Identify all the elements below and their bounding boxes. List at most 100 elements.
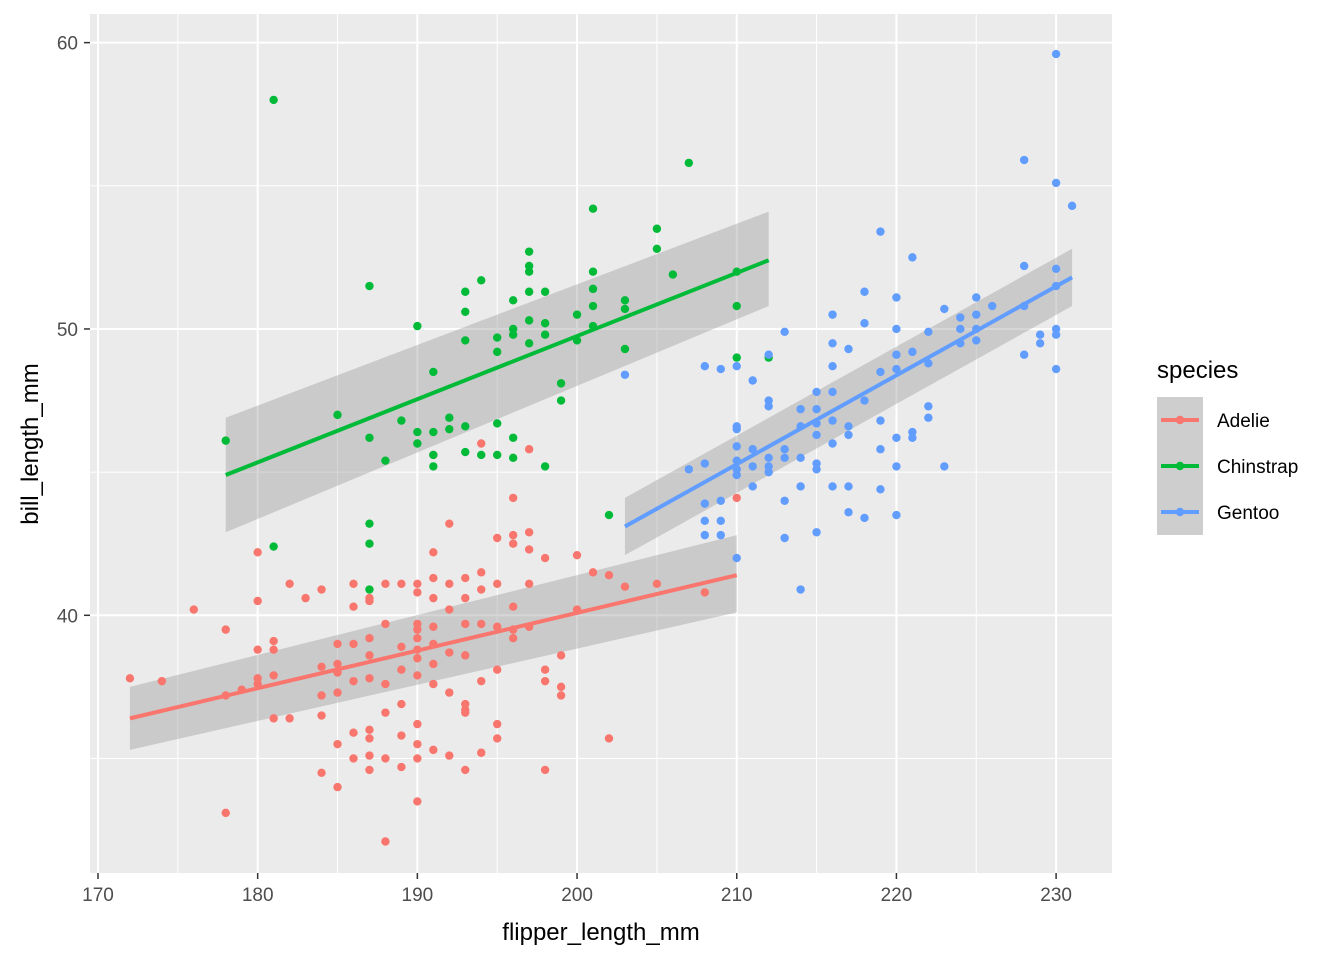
point-chinstrap — [620, 304, 630, 314]
point-gentoo — [780, 445, 789, 454]
point-gentoo — [828, 339, 837, 348]
point-gentoo — [908, 347, 917, 357]
point-adelie — [365, 634, 374, 643]
point-adelie — [445, 519, 454, 528]
point-chinstrap — [620, 344, 630, 354]
point-adelie — [508, 539, 518, 548]
point-gentoo — [844, 422, 853, 431]
point-chinstrap — [221, 436, 230, 445]
point-adelie — [508, 634, 518, 643]
axes: 170 180 190 200 210 220 230 40 50 60 — [57, 34, 1072, 906]
point-gentoo — [844, 344, 853, 354]
point-adelie — [508, 493, 518, 503]
point-gentoo — [892, 433, 901, 442]
point-gentoo — [748, 376, 757, 385]
point-adelie — [413, 739, 422, 749]
x-tick-label: 230 — [1040, 885, 1072, 906]
legend: species Adelie Chinstrap Gentoo — [1157, 357, 1298, 535]
point-adelie — [269, 645, 278, 654]
point-chinstrap — [269, 95, 278, 105]
point-chinstrap — [493, 333, 502, 342]
point-gentoo — [732, 361, 741, 371]
point-gentoo — [924, 402, 933, 411]
point-gentoo — [828, 439, 837, 448]
fit-line-gentoo — [623, 275, 1074, 529]
point-gentoo — [892, 364, 901, 374]
point-chinstrap — [540, 287, 550, 296]
point-gentoo — [796, 404, 805, 414]
point-adelie — [397, 762, 406, 772]
point-chinstrap — [524, 316, 534, 325]
point-gentoo — [812, 465, 821, 474]
point-adelie — [269, 636, 278, 646]
point-gentoo — [876, 485, 885, 494]
point-adelie — [461, 619, 470, 629]
point-gentoo — [908, 433, 917, 442]
point-chinstrap — [604, 510, 614, 520]
point-adelie — [365, 765, 374, 775]
point-adelie — [429, 659, 438, 669]
point-adelie — [381, 619, 390, 629]
fit-lines — [129, 258, 1074, 721]
x-tick-label: 170 — [82, 885, 114, 906]
legend-label-chinstrap: Chinstrap — [1217, 457, 1298, 478]
point-gentoo — [684, 465, 694, 474]
point-gentoo — [940, 304, 949, 314]
point-gentoo — [860, 319, 869, 328]
point-adelie — [397, 579, 406, 589]
point-adelie — [269, 714, 278, 723]
point-adelie — [700, 588, 709, 597]
point-gentoo — [924, 413, 933, 422]
point-adelie — [349, 579, 358, 589]
legend-key-point — [1175, 461, 1185, 471]
point-gentoo — [796, 585, 805, 594]
y-tick-label: 60 — [57, 34, 78, 55]
point-gentoo — [780, 453, 789, 463]
point-chinstrap — [524, 287, 534, 296]
point-adelie — [445, 605, 454, 614]
point-chinstrap — [524, 247, 534, 256]
point-adelie — [397, 665, 406, 674]
point-adelie — [652, 579, 662, 589]
point-adelie — [493, 734, 502, 743]
point-gentoo — [1051, 330, 1061, 339]
point-gentoo — [844, 482, 853, 491]
point-adelie — [381, 754, 390, 763]
point-gentoo — [1051, 178, 1061, 188]
point-gentoo — [940, 462, 949, 471]
point-adelie — [556, 651, 566, 660]
point-adelie — [429, 622, 438, 631]
point-gentoo — [700, 459, 709, 468]
point-gentoo — [892, 324, 901, 334]
point-adelie — [253, 548, 262, 557]
point-adelie — [588, 568, 598, 577]
point-chinstrap — [413, 321, 422, 331]
point-adelie — [189, 605, 198, 614]
y-tick-label: 50 — [57, 320, 78, 341]
point-adelie — [461, 708, 470, 717]
point-adelie — [524, 545, 534, 554]
point-chinstrap — [540, 319, 550, 328]
point-adelie — [413, 634, 422, 643]
point-adelie — [413, 719, 422, 729]
point-chinstrap — [732, 353, 741, 362]
point-adelie — [221, 808, 230, 818]
point-gentoo — [844, 430, 853, 440]
point-gentoo — [876, 445, 885, 454]
point-adelie — [317, 711, 326, 720]
point-adelie — [445, 648, 454, 657]
point-chinstrap — [445, 413, 454, 422]
point-adelie — [285, 714, 294, 723]
point-gentoo — [732, 470, 741, 480]
point-chinstrap — [540, 462, 550, 471]
point-gentoo — [1019, 155, 1029, 165]
point-adelie — [524, 579, 534, 589]
point-chinstrap — [588, 301, 598, 311]
point-adelie — [461, 573, 470, 583]
point-chinstrap — [508, 330, 518, 339]
point-adelie — [732, 493, 741, 503]
x-tick-label: 190 — [402, 885, 434, 906]
point-gentoo — [1035, 339, 1045, 348]
x-axis-title: flipper_length_mm — [502, 919, 699, 946]
x-tick-label: 210 — [721, 885, 753, 906]
